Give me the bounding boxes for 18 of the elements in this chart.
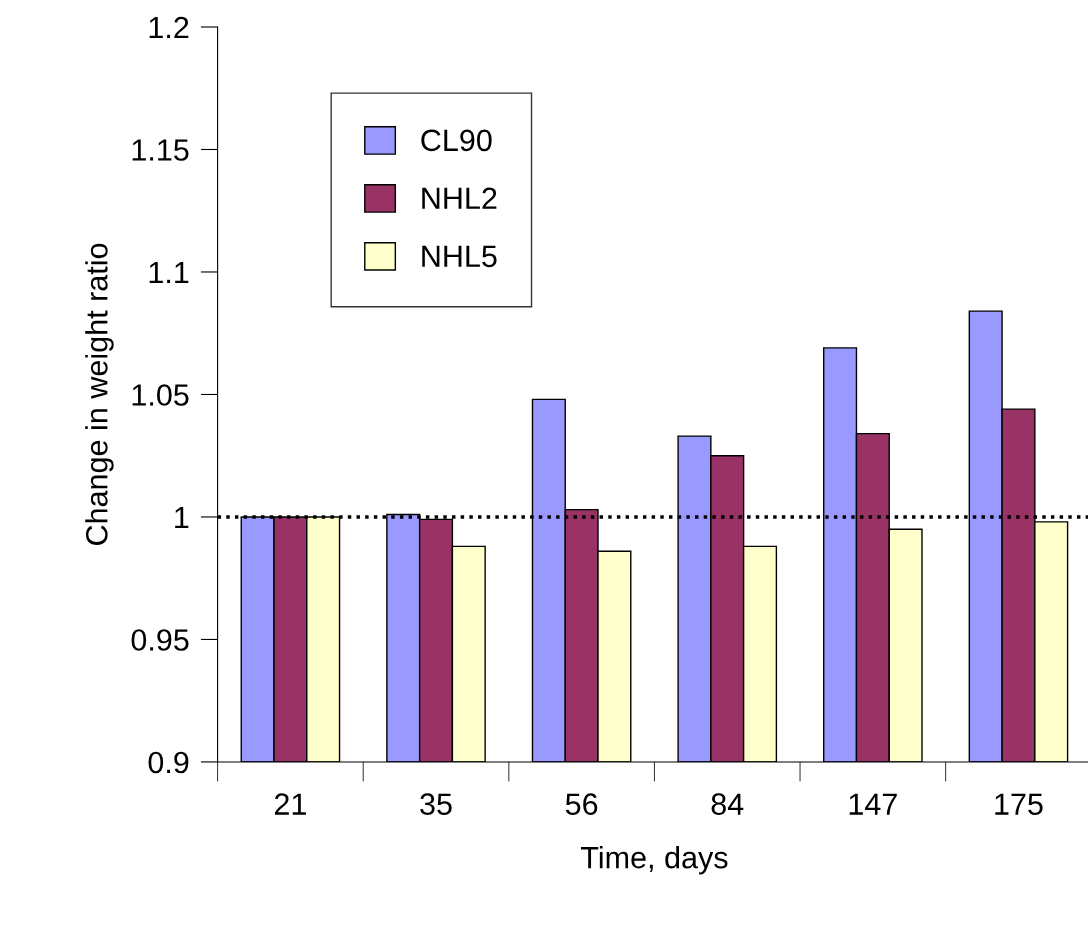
legend-label: NHL5 bbox=[422, 245, 497, 268]
y-tick-label: 1.2 bbox=[149, 16, 189, 39]
x-tick-label: 175 bbox=[995, 793, 1043, 815]
x-tick-label: 147 bbox=[849, 793, 897, 815]
x-tick-label: 35 bbox=[420, 793, 452, 815]
x-tick-label: 56 bbox=[565, 793, 598, 815]
x-tick-label: 84 bbox=[711, 793, 744, 815]
y-tick-label: 1 bbox=[175, 507, 189, 529]
legend-label: NHL2 bbox=[422, 187, 497, 209]
y-axis-title: Change in weight ratio bbox=[85, 243, 114, 545]
y-tick-label: 1.1 bbox=[149, 262, 189, 284]
y-tick-label: 1.05 bbox=[132, 384, 189, 406]
y-tick-label: 1.15 bbox=[132, 139, 189, 161]
y-tick-label: 0.95 bbox=[131, 629, 189, 651]
x-tick-label: 21 bbox=[274, 793, 306, 815]
y-tick-label: 0.9 bbox=[148, 751, 189, 774]
x-axis-title: Time, days bbox=[580, 846, 728, 875]
legend-label: CL90 bbox=[421, 129, 492, 152]
